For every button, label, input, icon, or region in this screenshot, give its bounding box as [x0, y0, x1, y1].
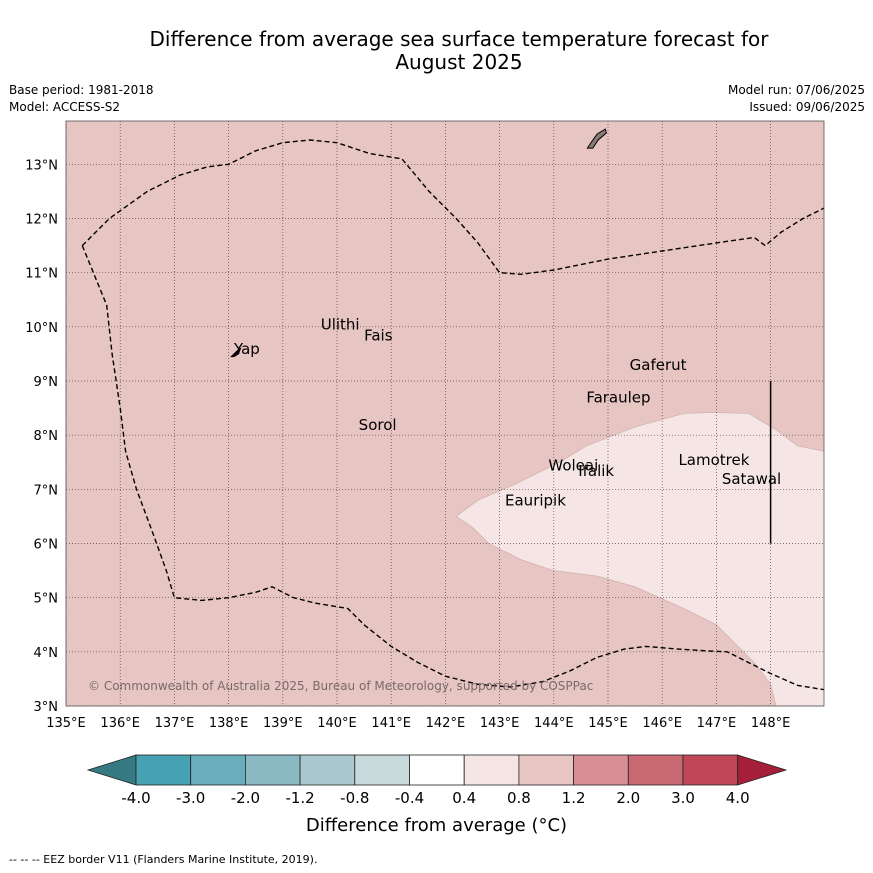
- lon-tick-label: 143°E: [480, 716, 520, 731]
- colorbar-cell: [135, 754, 192, 786]
- colorbar-tick-label: 2.0: [616, 789, 640, 807]
- map-title: Difference from average sea surface temp…: [40, 28, 873, 74]
- colorbar-tick-label: -3.0: [176, 789, 205, 807]
- meta-left: Base period: 1981-2018 Model: ACCESS-S2: [9, 82, 154, 116]
- colorbar-cell: [627, 754, 684, 786]
- lon-tick-label: 136°E: [100, 716, 140, 731]
- colorbar-tick-label: 4.0: [726, 789, 750, 807]
- eez-border: [81, 139, 824, 276]
- model-name: Model: ACCESS-S2: [9, 100, 121, 114]
- colorbar-tick-label: 1.2: [562, 789, 586, 807]
- lon-tick-label: 135°E: [46, 716, 86, 731]
- colorbar-cell: [463, 754, 520, 786]
- place-label: Ulithi: [321, 316, 360, 334]
- place-label: Faraulep: [586, 389, 650, 407]
- anomaly-patch: [455, 412, 824, 706]
- place-label: Gaferut: [630, 356, 687, 374]
- title-line-2: August 2025: [395, 50, 523, 74]
- colorbar-cell: [354, 754, 410, 786]
- place-label: Sorol: [359, 416, 397, 434]
- place-label: Woleai: [548, 456, 598, 474]
- colorbar-cell: [682, 754, 739, 786]
- lat-tick-label: 3°N: [34, 700, 59, 715]
- island-guam: [586, 128, 607, 149]
- lat-tick-label: 6°N: [34, 538, 59, 553]
- lat-tick-label: 13°N: [25, 158, 58, 173]
- colorbar-cell: [518, 754, 575, 786]
- colorbar-cell: [190, 754, 246, 786]
- colorbar-label: Difference from average (°C): [305, 815, 568, 836]
- base-period: Base period: 1981-2018: [9, 83, 154, 97]
- lon-tick-label: 146°E: [642, 716, 682, 731]
- lat-tick-label: 5°N: [34, 592, 59, 607]
- colorbar-tick-label: -2.0: [231, 789, 260, 807]
- copyright-note: © Commonwealth of Australia 2025, Bureau…: [88, 679, 593, 693]
- lon-tick-label: 142°E: [426, 716, 466, 731]
- colorbar-tick-label: -4.0: [121, 789, 150, 807]
- place-label: Lamotrek: [678, 451, 749, 469]
- colorbar-arrow-high: [737, 754, 788, 786]
- colorbar-arrow-low: [86, 754, 137, 786]
- colorbar: -4.0 -3.0 -2.0 -1.2 -0.8 -0.4 0.4 0.8 1.2 2.0 3.0 4…: [86, 754, 788, 807]
- lat-tick-label: 10°N: [25, 321, 58, 336]
- lat-tick-label: 9°N: [34, 375, 59, 390]
- lat-tick-label: 7°N: [34, 483, 59, 498]
- colorbar-tick-label: 0.4: [452, 789, 476, 807]
- place-label: Eauripik: [505, 492, 566, 510]
- colorbar-tick-label: -0.4: [395, 789, 424, 807]
- lon-tick-label: 145°E: [588, 716, 628, 731]
- meta-right: Model run: 07/06/2025 Issued: 09/06/2025: [728, 82, 865, 116]
- lon-tick-label: 148°E: [751, 716, 791, 731]
- lon-tick-label: 144°E: [534, 716, 574, 731]
- lat-tick-label: 8°N: [34, 429, 59, 444]
- lat-tick-label: 12°N: [25, 213, 58, 228]
- eez-border: [81, 245, 824, 691]
- place-label: Satawal: [722, 470, 781, 488]
- colorbar-tick-label: -1.2: [285, 789, 314, 807]
- map-frame: [65, 120, 825, 707]
- colorbar-cell: [409, 754, 465, 786]
- lon-tick-label: 138°E: [209, 716, 249, 731]
- colorbar-cell: [573, 754, 629, 786]
- colorbar-tick-label: 3.0: [671, 789, 695, 807]
- model-run: Model run: 07/06/2025: [727, 83, 865, 97]
- colorbar-tick-label: -0.8: [340, 789, 369, 807]
- lat-tick-label: 4°N: [34, 646, 59, 661]
- colorbar-cell: [244, 754, 301, 786]
- place-label: Ifalik: [578, 462, 614, 480]
- lon-tick-label: 147°E: [697, 716, 737, 731]
- lon-tick-label: 137°E: [155, 716, 195, 731]
- colorbar-tick-label: 0.8: [507, 789, 531, 807]
- eez-footnote: -- -- -- EEZ border V11 (Flanders Marine…: [9, 853, 318, 866]
- title-line-1: Difference from average sea surface temp…: [149, 27, 769, 51]
- place-label: Fais: [364, 326, 393, 344]
- island-yap: [230, 347, 242, 358]
- lon-tick-label: 141°E: [371, 716, 411, 731]
- colorbar-cell: [299, 754, 356, 786]
- lon-tick-label: 139°E: [263, 716, 303, 731]
- issued-date: Issued: 09/06/2025: [749, 100, 865, 114]
- place-label: Yap: [233, 340, 260, 358]
- lon-tick-label: 140°E: [317, 716, 357, 731]
- lat-tick-label: 11°N: [25, 267, 58, 282]
